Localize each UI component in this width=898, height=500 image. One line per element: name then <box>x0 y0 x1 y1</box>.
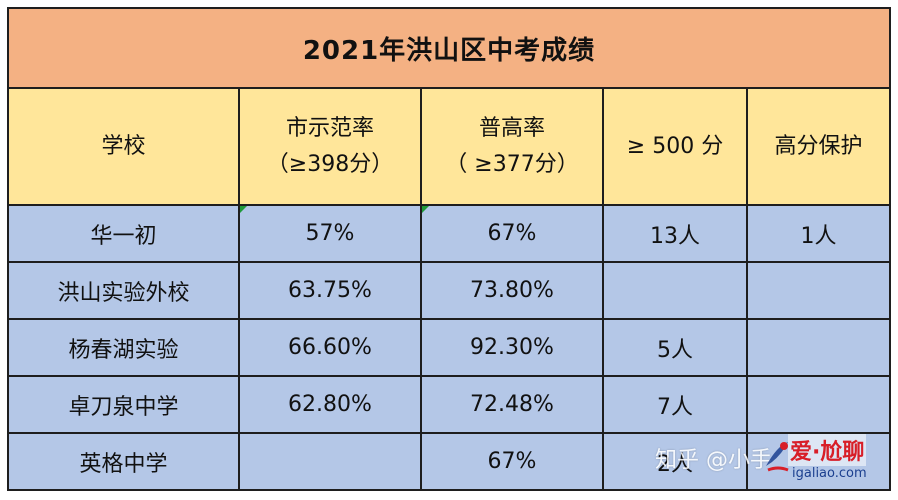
cell-city-rate: 62.80% <box>238 375 422 434</box>
score-table: 2021年洪山区中考成绩 学校 市示范率 （≥398分） 普高率 （ ≥377分… <box>7 7 891 491</box>
cell-over-500 <box>602 261 748 320</box>
site-logo-watermark: 爱·尬聊 igaliao.com <box>760 430 895 490</box>
cell-general-rate: 92.30% <box>420 318 604 377</box>
cell-school: 杨春湖实验 <box>7 318 240 377</box>
header-school: 学校 <box>7 87 240 206</box>
table-row: 华一初 57% 67% 13人 1人 <box>7 204 891 263</box>
header-city-rate-sub: （≥398分） <box>266 151 394 177</box>
cell-over-500: 7人 <box>602 375 748 434</box>
cell-protect <box>746 375 891 434</box>
cell-protect: 1人 <box>746 204 891 263</box>
cell-school: 华一初 <box>7 204 240 263</box>
cell-general-rate: 67% <box>420 432 604 491</box>
header-general-rate-label: 普高率 <box>478 115 545 141</box>
table-row: 洪山实验外校 63.75% 73.80% <box>7 261 891 320</box>
table-title: 2021年洪山区中考成绩 <box>7 7 891 89</box>
cell-over-500: 2人 <box>602 432 748 491</box>
cell-over-500: 5人 <box>602 318 748 377</box>
cell-school: 卓刀泉中学 <box>7 375 240 434</box>
cell-general-rate: 67% <box>420 204 604 263</box>
header-city-rate: 市示范率 （≥398分） <box>238 87 422 206</box>
score-table-frame: 2021年洪山区中考成绩 学校 市示范率 （≥398分） 普高率 （ ≥377分… <box>7 7 891 496</box>
cell-protect <box>746 318 891 377</box>
header-general-rate-sub: （ ≥377分） <box>445 151 579 177</box>
table-row: 杨春湖实验 66.60% 92.30% 5人 <box>7 318 891 377</box>
cell-city-rate: 66.60% <box>238 318 422 377</box>
brand-site: igaliao.com <box>792 466 867 481</box>
cell-over-500: 13人 <box>602 204 748 263</box>
cell-protect <box>746 261 891 320</box>
cell-city-rate <box>238 432 422 491</box>
zhihu-watermark: 知乎 @小手 <box>655 442 772 474</box>
zhihu-watermark-text: 知乎 @小手 <box>655 448 772 473</box>
cell-school: 英格中学 <box>7 432 240 491</box>
table-row: 卓刀泉中学 62.80% 72.48% 7人 <box>7 375 891 434</box>
cell-school: 洪山实验外校 <box>7 261 240 320</box>
header-high-score-protect: 高分保护 <box>746 87 891 206</box>
cell-city-rate: 57% <box>238 204 422 263</box>
header-general-rate: 普高率 （ ≥377分） <box>420 87 604 206</box>
header-city-rate-label: 市示范率 <box>285 115 374 141</box>
brand-name: 爱·尬聊 <box>788 434 867 466</box>
brand-logo-icon <box>766 442 789 472</box>
header-over-500: ≥ 500 分 <box>602 87 748 206</box>
cell-city-rate: 63.75% <box>238 261 422 320</box>
cell-general-rate: 73.80% <box>420 261 604 320</box>
cell-general-rate: 72.48% <box>420 375 604 434</box>
